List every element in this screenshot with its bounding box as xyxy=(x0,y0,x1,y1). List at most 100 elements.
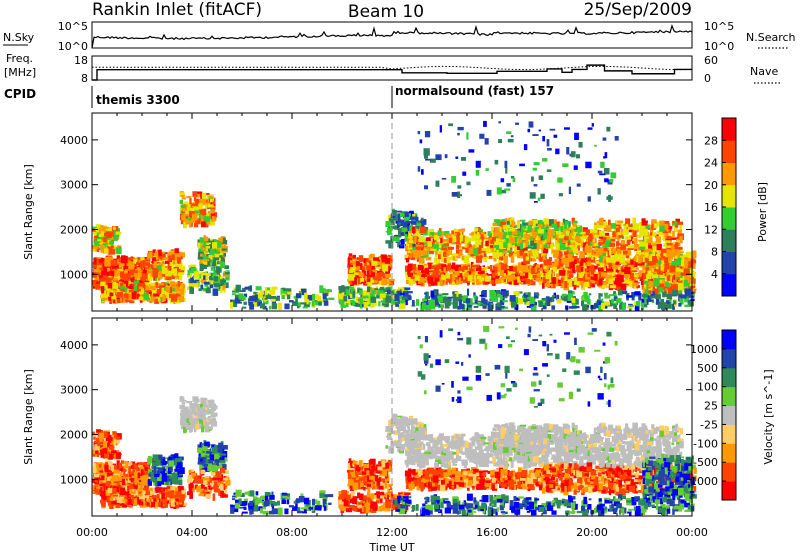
power-cell xyxy=(531,277,536,281)
power-cell xyxy=(684,274,690,279)
power-cell xyxy=(104,239,110,246)
power-cell xyxy=(115,247,122,254)
power-cell xyxy=(116,292,123,298)
power-cell xyxy=(652,260,656,265)
power-cell xyxy=(339,297,345,305)
power-cell xyxy=(493,236,496,245)
power-cell xyxy=(192,191,198,197)
power-cell xyxy=(660,264,664,271)
power-cell xyxy=(683,268,690,276)
nsky-strip: N.Sky 10^5 10^0 10^5 10^0 N.Search xyxy=(3,20,796,53)
power-cell xyxy=(628,272,635,280)
power-cell xyxy=(674,255,678,259)
power-cell xyxy=(605,232,609,236)
power-cell xyxy=(442,239,447,242)
power-cell xyxy=(211,209,215,212)
power-cell xyxy=(211,200,216,205)
power-cell xyxy=(122,280,128,287)
power-cell xyxy=(562,218,566,226)
power-cell xyxy=(533,223,538,230)
power-cell xyxy=(448,256,454,260)
power-cell xyxy=(238,293,244,300)
power-cell xyxy=(472,267,476,270)
power-cell xyxy=(522,248,528,252)
power-cell xyxy=(395,304,399,307)
power-cell xyxy=(209,277,214,281)
power-cell xyxy=(535,264,540,269)
power-cell xyxy=(489,255,494,259)
power-cell xyxy=(647,240,653,244)
power-cell xyxy=(432,270,439,278)
power-cell xyxy=(647,288,654,291)
power-cell xyxy=(561,281,566,287)
power-cell xyxy=(660,298,665,305)
power-cell xyxy=(557,279,562,283)
power-cell xyxy=(416,273,420,277)
power-cell xyxy=(691,259,697,264)
power-cell xyxy=(499,238,505,241)
power-cell xyxy=(615,228,620,233)
power-cell xyxy=(216,247,222,253)
power-cell xyxy=(611,247,615,253)
power-cell xyxy=(531,231,538,237)
power-cell xyxy=(398,216,401,223)
power-cell xyxy=(230,301,234,309)
power-cell xyxy=(573,259,577,266)
power-cell xyxy=(352,263,358,266)
power-cell xyxy=(177,281,180,288)
power-cell xyxy=(679,235,683,244)
power-cell xyxy=(148,251,153,259)
power-cell xyxy=(159,296,165,302)
power-cell xyxy=(183,220,187,229)
power-cell xyxy=(383,297,388,304)
power-cell xyxy=(143,277,150,285)
power-cell xyxy=(440,238,443,244)
power-cell xyxy=(564,236,569,241)
power-cell xyxy=(315,301,322,305)
power-cell xyxy=(133,266,137,271)
power-cell xyxy=(205,246,211,249)
power-cell xyxy=(543,233,547,240)
power-cell xyxy=(140,276,143,282)
power-cell xyxy=(565,230,570,236)
power-cell xyxy=(137,294,142,299)
power-cell xyxy=(198,248,205,255)
power-cell xyxy=(628,278,635,283)
power-cell xyxy=(455,234,460,239)
power-cell xyxy=(162,293,165,300)
power-cell xyxy=(191,203,198,207)
power-cell xyxy=(610,253,613,256)
power-cell xyxy=(425,256,432,261)
power-cell xyxy=(497,220,502,226)
power-cell xyxy=(475,267,482,272)
power-cell xyxy=(392,209,397,217)
power-cell xyxy=(376,273,382,281)
power-cell xyxy=(215,266,222,273)
power-cell xyxy=(532,251,539,258)
power-cell xyxy=(525,256,529,261)
cpid-segment-1: normalsound (fast) 157 xyxy=(395,84,554,98)
power-cell xyxy=(412,226,416,234)
power-cell xyxy=(264,290,268,298)
power-cell xyxy=(577,280,584,286)
power-cell xyxy=(569,226,576,230)
power-cell xyxy=(476,231,480,236)
power-cell xyxy=(243,301,247,305)
power-cell xyxy=(165,276,172,281)
power-cell xyxy=(481,274,487,278)
power-cell xyxy=(420,217,424,221)
power-cell xyxy=(456,279,459,285)
power-cell xyxy=(490,278,495,285)
power-cell xyxy=(214,239,218,245)
power-cell xyxy=(476,235,480,240)
nave-tick-bottom: 0 xyxy=(704,72,711,85)
power-cell xyxy=(503,275,509,278)
power-cell xyxy=(141,273,148,279)
power-cell xyxy=(169,286,173,293)
power-cell xyxy=(451,273,456,280)
power-cell xyxy=(178,270,185,275)
power-cell xyxy=(273,296,280,301)
power-cell xyxy=(430,248,437,251)
power-cell xyxy=(568,290,573,295)
power-cell xyxy=(230,299,234,303)
